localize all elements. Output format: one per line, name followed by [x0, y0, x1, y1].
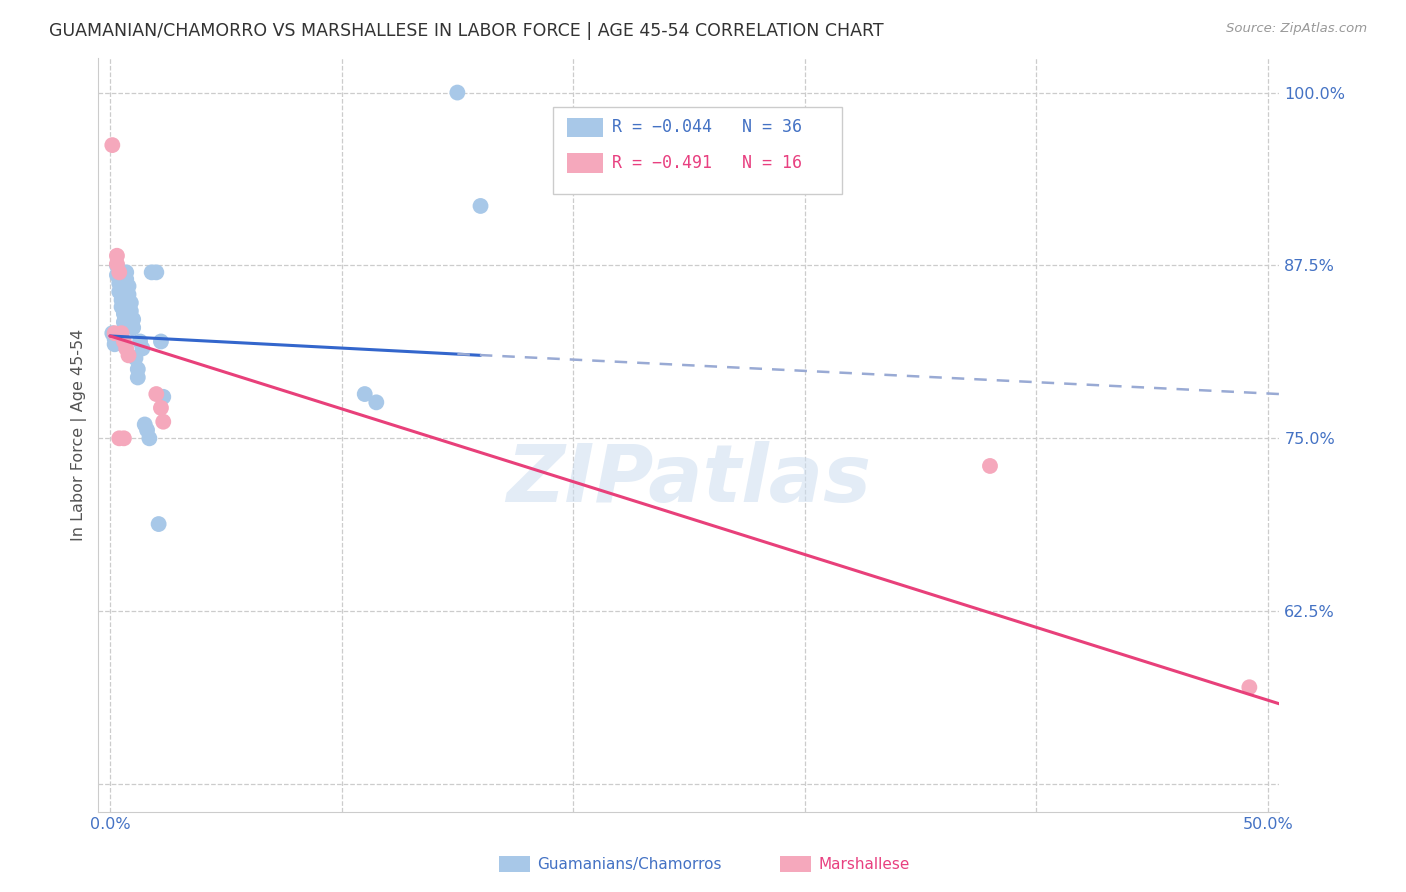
Point: [105, 257, 128, 271]
Point: [152, 415, 174, 429]
Point: [136, 423, 159, 437]
Point: [115, 272, 138, 286]
Point: [134, 417, 156, 432]
Point: [145, 265, 167, 279]
Point: [141, 265, 163, 279]
Point: [115, 342, 138, 356]
Point: [117, 279, 139, 293]
Text: Marshallese: Marshallese: [818, 857, 910, 871]
Text: Source: ZipAtlas.com: Source: ZipAtlas.com: [1226, 22, 1367, 36]
Bar: [567, 118, 603, 137]
Point: [122, 320, 145, 334]
Point: [366, 395, 388, 409]
Point: [108, 431, 131, 445]
Point: [149, 401, 172, 415]
Point: [353, 387, 375, 401]
Point: [127, 370, 149, 384]
Point: [110, 326, 132, 341]
Point: [446, 86, 468, 100]
Point: [129, 334, 152, 349]
Point: [138, 431, 160, 445]
Point: [1239, 680, 1261, 694]
Y-axis label: In Labor Force | Age 45-54: In Labor Force | Age 45-54: [72, 329, 87, 541]
Point: [101, 138, 124, 153]
Point: [120, 295, 142, 310]
Point: [110, 300, 132, 314]
Point: [115, 265, 138, 279]
Text: ZIPatlas: ZIPatlas: [506, 441, 872, 519]
Point: [112, 307, 135, 321]
Point: [108, 265, 131, 279]
Point: [112, 334, 135, 349]
Text: Guamanians/Chamorros: Guamanians/Chamorros: [537, 857, 721, 871]
Point: [145, 387, 167, 401]
Point: [101, 326, 124, 341]
Point: [470, 199, 492, 213]
Point: [105, 268, 128, 282]
Point: [110, 293, 132, 307]
Point: [104, 326, 127, 341]
Point: [131, 342, 153, 356]
Point: [122, 312, 145, 326]
Point: [105, 259, 128, 273]
Point: [124, 351, 146, 365]
Point: [120, 304, 142, 318]
Text: GUAMANIAN/CHAMORRO VS MARSHALLESE IN LABOR FORCE | AGE 45-54 CORRELATION CHART: GUAMANIAN/CHAMORRO VS MARSHALLESE IN LAB…: [49, 22, 884, 40]
Point: [104, 332, 127, 346]
Point: [105, 249, 128, 263]
Text: R = −0.044   N = 36: R = −0.044 N = 36: [612, 119, 803, 136]
FancyBboxPatch shape: [553, 107, 842, 194]
Point: [149, 334, 172, 349]
Point: [104, 337, 127, 351]
Point: [112, 315, 135, 329]
Point: [112, 431, 135, 445]
Point: [117, 348, 139, 362]
Point: [979, 458, 1001, 473]
Point: [127, 362, 149, 376]
Point: [152, 390, 174, 404]
Point: [108, 277, 131, 291]
Bar: [567, 153, 603, 172]
Text: R = −0.491   N = 16: R = −0.491 N = 16: [612, 153, 803, 172]
Point: [117, 287, 139, 301]
Point: [148, 517, 170, 532]
Point: [108, 285, 131, 299]
